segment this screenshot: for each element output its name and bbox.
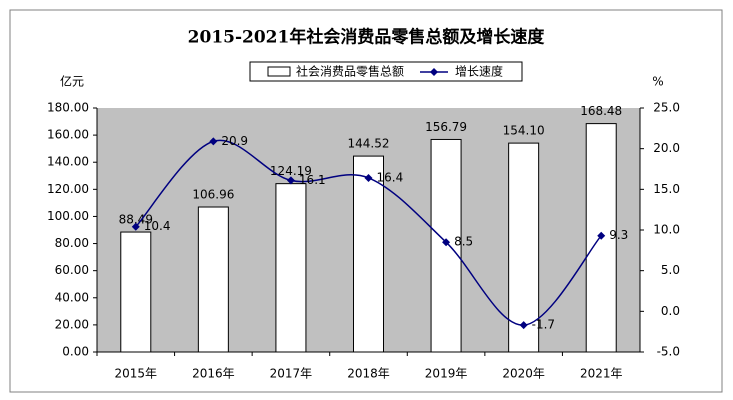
legend-label: 社会消费品零售总额: [296, 64, 404, 79]
bar-value-label: 168.48: [580, 104, 622, 118]
y-tick-label: 20.00: [55, 317, 89, 331]
chart-title: 2015-2021年社会消费品零售总额及增长速度: [188, 27, 546, 48]
line-marker: [519, 321, 528, 330]
line-marker: [442, 238, 451, 247]
y2-axis-label: %: [652, 75, 663, 89]
y-tick-label: 40.00: [55, 290, 89, 304]
bar-value-label: 106.96: [192, 188, 234, 202]
y-tick-label: 0.00: [62, 345, 89, 359]
bar: [275, 183, 307, 353]
line-marker: [364, 173, 373, 182]
line-value-label: 20.9: [221, 134, 248, 148]
y-tick-label: 160.00: [47, 128, 89, 142]
x-tick-label: 2020年: [502, 367, 545, 381]
x-tick-label: 2019年: [425, 367, 468, 381]
x-tick-label: 2017年: [270, 367, 313, 381]
line-marker: [597, 231, 606, 240]
legend-label: 增长速度: [455, 64, 503, 79]
line-value-label: 9.3: [609, 228, 628, 242]
y2-tick-label: 5.0: [661, 263, 680, 277]
bar-value-label: 154.10: [503, 124, 545, 138]
x-tick-label: 2016年: [192, 367, 235, 381]
line-value-label: 10.4: [144, 219, 171, 233]
y-tick-label: 180.00: [47, 101, 89, 115]
line-marker: [209, 137, 218, 146]
y-tick-label: 80.00: [55, 236, 89, 250]
y2-tick-label: 10.0: [653, 223, 680, 237]
legend-box: [249, 61, 523, 82]
x-tick-label: 2015年: [115, 367, 158, 381]
bar: [508, 142, 540, 353]
legend-marker: [430, 68, 438, 76]
y2-tick-label: -5.0: [657, 345, 680, 359]
line-value-label: 16.1: [299, 173, 326, 187]
y2-tick-label: 15.0: [653, 182, 680, 196]
bar-value-label: 144.52: [348, 137, 390, 151]
line-marker: [286, 176, 295, 185]
y2-tick-label: 20.0: [653, 141, 680, 155]
line-value-label: 8.5: [454, 235, 473, 249]
line-value-label: -1.7: [532, 318, 555, 332]
y-axis-label: 亿元: [60, 74, 84, 89]
y-tick-label: 100.00: [47, 209, 89, 223]
bar: [197, 206, 229, 353]
x-tick-label: 2018年: [347, 367, 390, 381]
y-tick-label: 140.00: [47, 155, 89, 169]
y2-tick-label: 25.0: [653, 101, 680, 115]
y-tick-label: 60.00: [55, 263, 89, 277]
bar-value-label: 156.79: [425, 120, 467, 134]
bar: [353, 155, 384, 353]
x-tick-label: 2021年: [580, 367, 623, 381]
line-value-label: 16.4: [377, 170, 404, 184]
legend-swatch: [267, 66, 291, 77]
y-tick-label: 120.00: [47, 182, 89, 196]
line-marker: [131, 222, 140, 231]
bar-value-label: 124.19: [270, 164, 312, 178]
y2-tick-label: 0.0: [661, 304, 680, 318]
bar: [120, 231, 152, 353]
